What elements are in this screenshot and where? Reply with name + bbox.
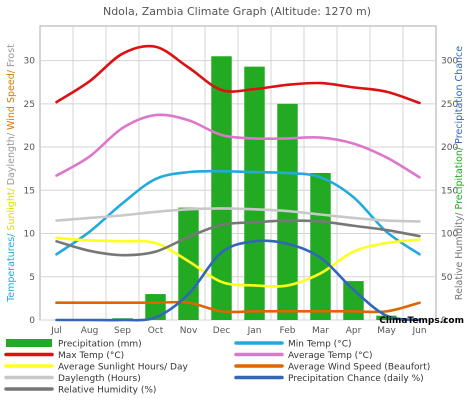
y-left-axis-label-part: Daylength/: [6, 130, 17, 185]
x-tick-label: Apr: [346, 326, 362, 336]
y-left-axis-label: Temperatures/ Sunlight/ Daylength/ Wind …: [6, 44, 17, 303]
x-tick-label: Jan: [247, 326, 262, 336]
x-tick-label: Jul: [50, 326, 62, 336]
y-right-axis-label-part: Relative Humidity/: [454, 209, 465, 300]
y-right-tick-label: 200: [441, 143, 458, 153]
y-right-tick-label: 100: [441, 230, 458, 240]
y-left-axis-label-part: Wind Speed/: [6, 67, 17, 130]
legend-label: Average Temp (°C): [288, 351, 372, 361]
x-tick-label: Mar: [312, 326, 329, 336]
y-right-axis-label-part: Precipitation/: [454, 144, 465, 210]
y-left-axis-label-part: Sunlight/: [6, 185, 17, 230]
legend-label: Precipitation (mm): [58, 340, 142, 350]
average-sunlight-hours-day-line: [55, 236, 421, 288]
brand-label: ClimaTemps.com: [379, 316, 464, 326]
precipitation-bar: [310, 173, 331, 320]
series-lines: [55, 44, 421, 322]
relative-humidity-line: [55, 219, 421, 257]
legend: Precipitation (mm) Min Temp (°C) Max Temp …: [4, 339, 430, 396]
precipitation-bar: [145, 294, 166, 320]
y-left-tick-label: 15: [24, 186, 35, 196]
x-tick-label: Aug: [81, 326, 99, 336]
x-tick-label: Jun: [411, 326, 426, 336]
grid: [39, 25, 437, 321]
x-tick-label: Sep: [114, 326, 131, 336]
average-wind-speed-beaufort-line: [55, 300, 421, 314]
x-tick-label: Nov: [180, 326, 198, 336]
precipitation-bars: [112, 56, 397, 320]
legend-label: Min Temp (°C): [288, 340, 351, 350]
y-right-axis-label: Relative Humidity/ Precipitation/ Precip…: [454, 46, 465, 300]
x-tick-label: Oct: [148, 326, 164, 336]
legend-label: Max Temp (°C): [58, 351, 124, 361]
chart-title: Ndola, Zambia Climate Graph (Altitude: 1…: [103, 5, 371, 18]
y-left-tick-label: 20: [24, 143, 36, 153]
precipitation-bar: [244, 66, 265, 320]
legend-label: Average Sunlight Hours/ Day: [58, 363, 188, 373]
y-right-axis-label-part: Precipitation Chance: [454, 46, 465, 144]
y-right-tick-label: 250: [441, 100, 458, 110]
average-temp-c-line: [55, 113, 421, 179]
y-left-axis-label-part: Temperatures/: [6, 231, 17, 303]
max-temp-c-line: [55, 44, 421, 105]
y-left-tick-label: 25: [24, 100, 35, 110]
legend-swatch-precipitation: [6, 339, 52, 347]
precipitation-chance-daily-line: [55, 239, 421, 322]
daylength-hours-line: [55, 207, 421, 223]
y-right-tick-label: 150: [441, 186, 458, 196]
x-tick-label: Feb: [280, 326, 296, 336]
min-temp-c-line: [55, 169, 421, 256]
y-right-tick-label: 0: [441, 316, 447, 326]
y-left-tick-label: 30: [24, 57, 36, 67]
precipitation-bar: [376, 315, 397, 320]
precipitation-bar: [343, 281, 364, 320]
y-right-tick-label: 300: [441, 57, 458, 67]
y-left-tick-label: 0: [29, 316, 35, 326]
legend-label: Average Wind Speed (Beaufort): [288, 363, 430, 373]
x-tick-label: Dec: [213, 326, 230, 336]
y-right-tick-label: 50: [441, 273, 453, 283]
legend-label: Precipitation Chance (daily %): [288, 374, 424, 384]
precipitation-bar: [211, 56, 232, 320]
legend-label: Daylength (Hours): [58, 374, 141, 384]
legend-label: Relative Humidity (%): [58, 386, 156, 396]
x-tick-label: May: [377, 326, 396, 336]
y-left-tick-label: 10: [24, 230, 36, 240]
y-left-tick-label: 5: [29, 273, 35, 283]
y-left-axis-label-part: Frost: [6, 44, 17, 67]
